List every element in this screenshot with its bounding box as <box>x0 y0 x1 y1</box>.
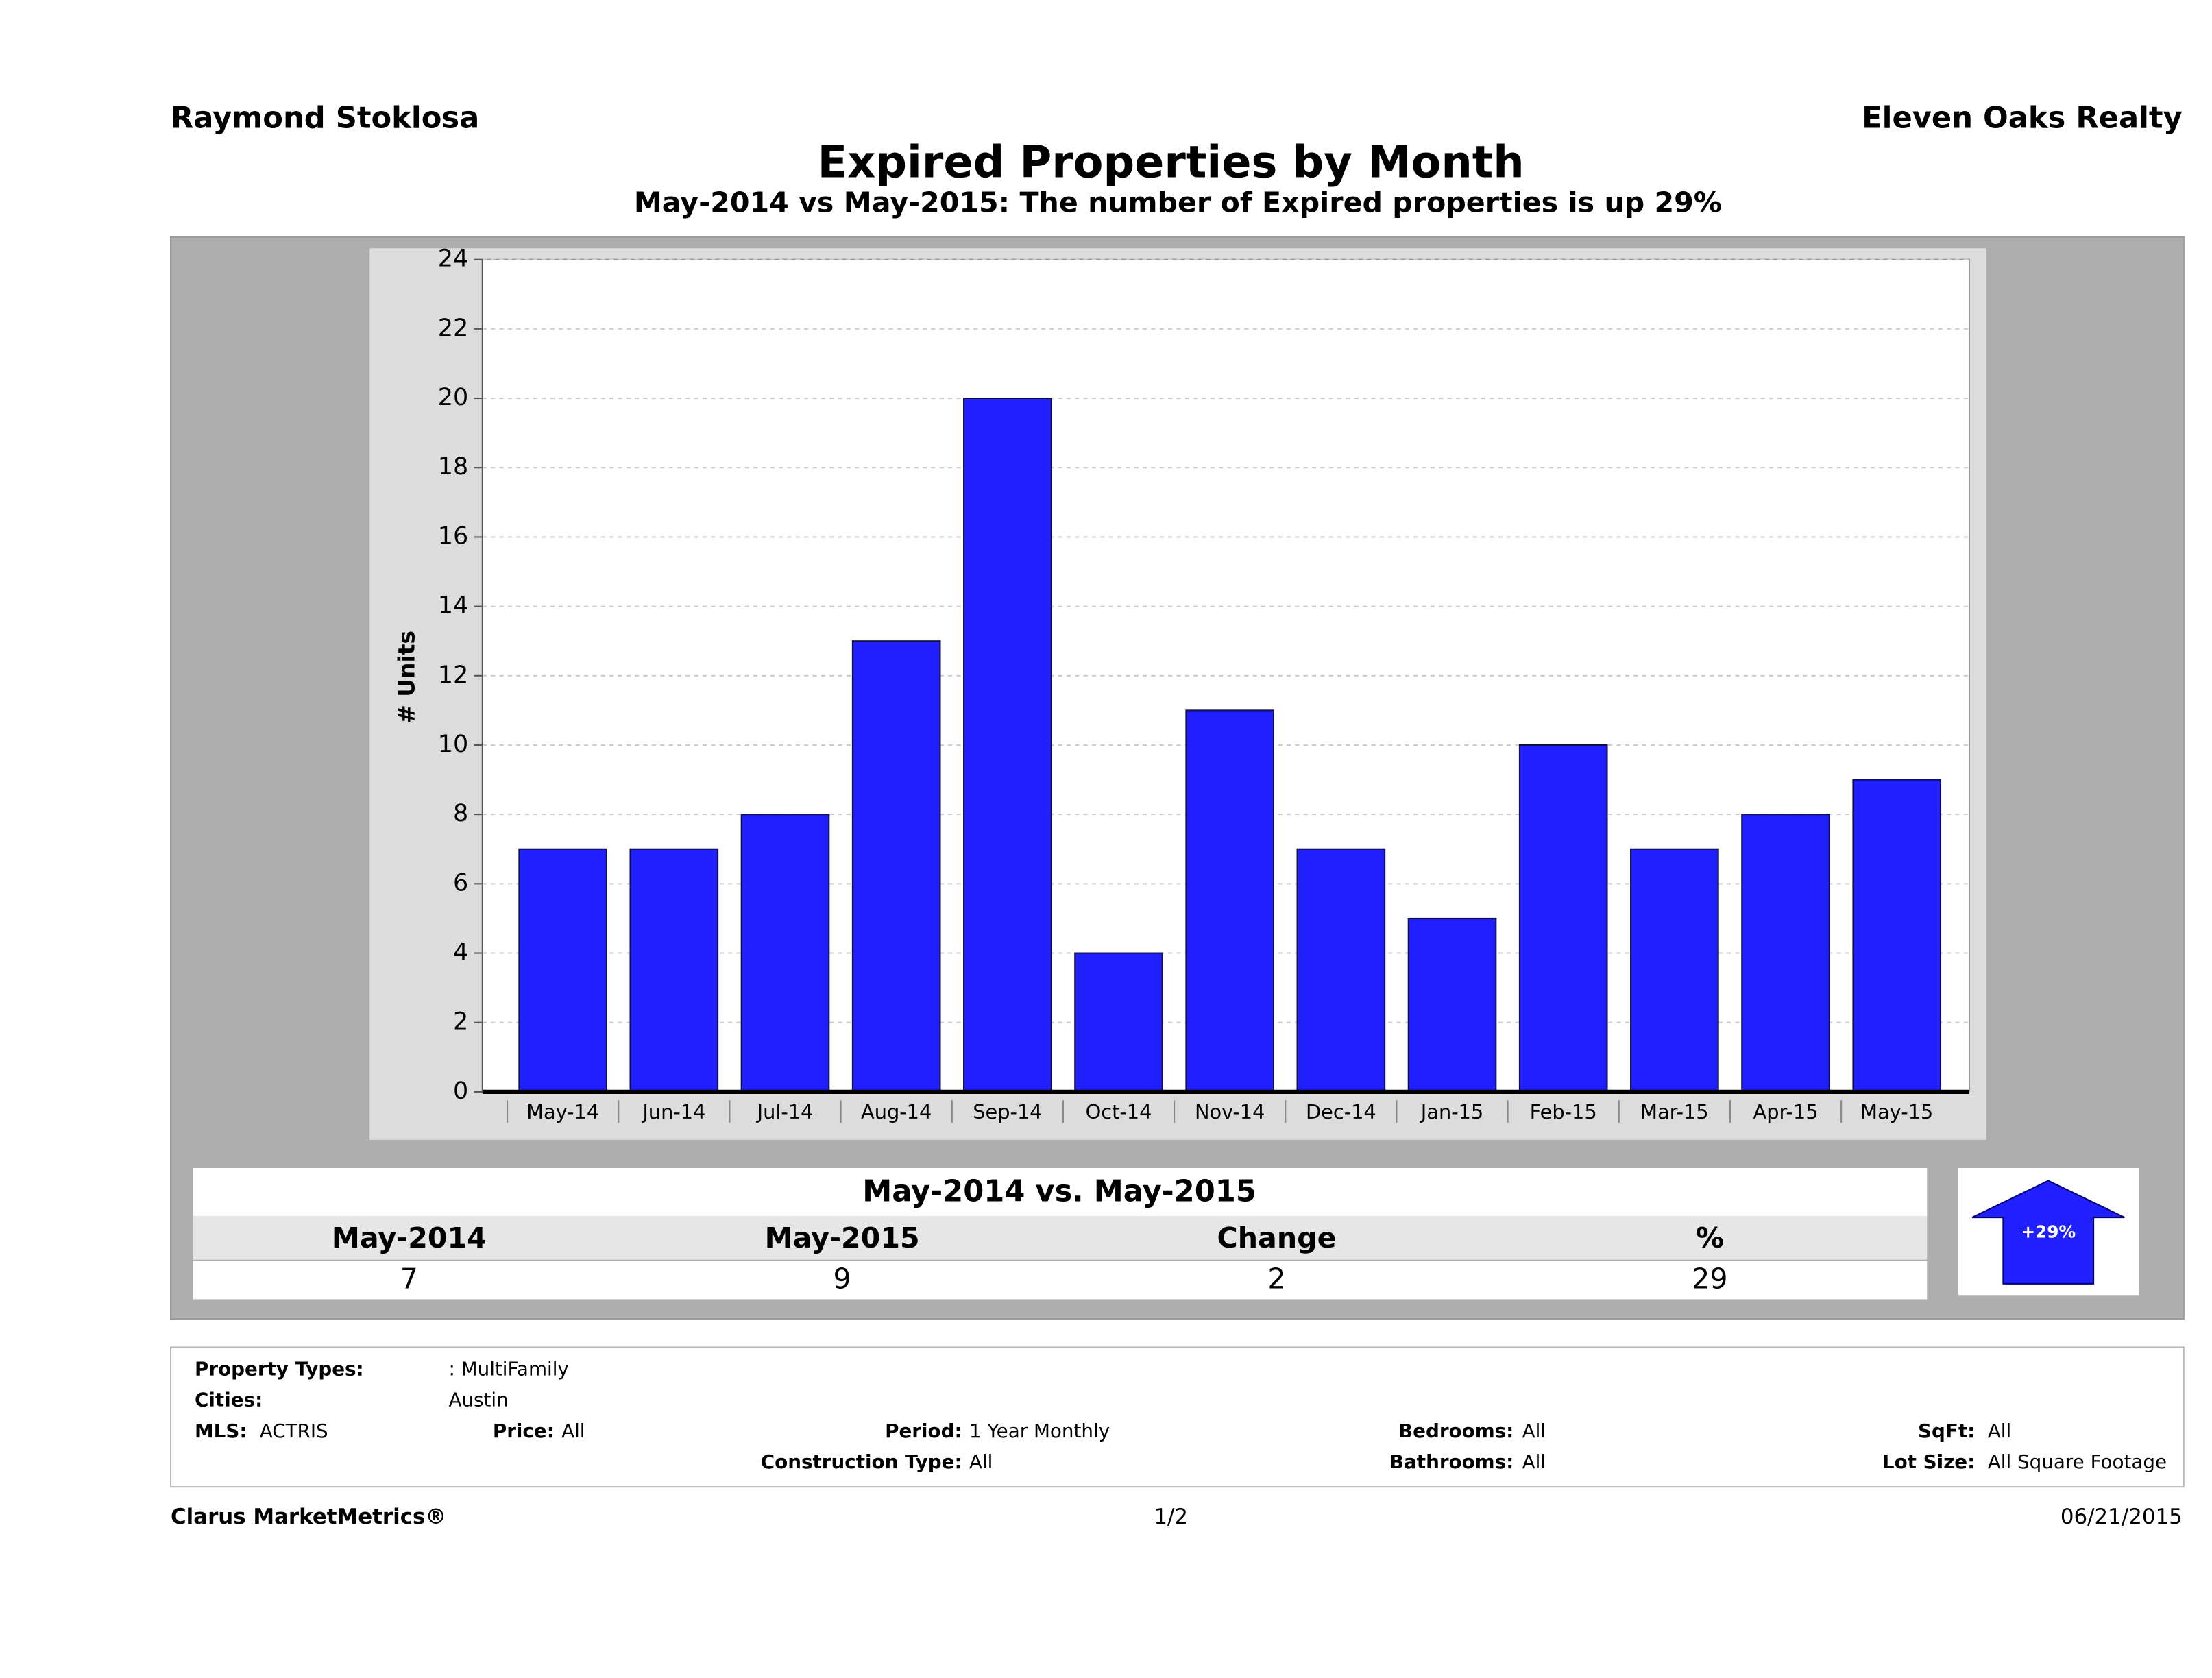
detail-value: All Square Footage <box>1988 1450 2167 1473</box>
details-box <box>170 1346 2185 1488</box>
y-tick-label: 4 <box>453 939 468 966</box>
detail-label: Bedrooms: <box>1398 1420 1514 1442</box>
detail-value: 1 Year Monthly <box>969 1420 1110 1442</box>
bar <box>1296 848 1386 1093</box>
x-tick-label: Jun-14 <box>641 1100 705 1123</box>
chart-title: Expired Properties by Month <box>818 137 1524 188</box>
x-tick-label: Apr-15 <box>1753 1100 1819 1123</box>
y-tick-label: 2 <box>453 1008 468 1036</box>
x-tick-label: Dec-14 <box>1306 1100 1376 1123</box>
bar <box>1852 779 1942 1093</box>
detail-value: All <box>969 1450 993 1473</box>
comparison-title-row <box>193 1168 1928 1217</box>
bar <box>1074 952 1163 1093</box>
detail-value: : MultiFamily <box>448 1357 568 1380</box>
up-arrow <box>1971 1180 2125 1285</box>
comparison-value: 2 <box>1267 1263 1285 1296</box>
report-date: 06/21/2015 <box>2061 1505 2183 1529</box>
comparison-header: May-2014 <box>332 1221 487 1254</box>
x-tick-label: Oct-14 <box>1086 1100 1152 1123</box>
y-tick-label: 18 <box>438 453 469 481</box>
y-tick-label: 22 <box>438 315 469 342</box>
bar <box>629 848 719 1093</box>
y-tick-label: 0 <box>453 1078 468 1105</box>
x-tick-label: Jan-15 <box>1420 1100 1483 1123</box>
x-tick-label: Aug-14 <box>861 1100 932 1123</box>
x-tick-label: May-14 <box>526 1100 599 1123</box>
x-tick-label: Nov-14 <box>1195 1100 1265 1123</box>
x-tick-label: May-15 <box>1860 1100 1933 1123</box>
bar <box>1518 744 1608 1093</box>
y-tick-label: 10 <box>438 731 469 758</box>
chart-subtitle: May-2014 vs May-2015: The number of Expi… <box>634 186 1722 219</box>
detail-value: All <box>1522 1420 1546 1442</box>
comparison-value: 9 <box>834 1263 851 1296</box>
y-tick-label: 16 <box>438 522 469 550</box>
detail-label: Price: <box>493 1420 555 1442</box>
detail-label: MLS: <box>195 1420 247 1442</box>
detail-label: Lot Size: <box>1882 1450 1975 1473</box>
x-tick-label: Sep-14 <box>973 1100 1042 1123</box>
detail-label: SqFt: <box>1918 1420 1975 1442</box>
comparison-value-row <box>193 1261 1928 1300</box>
agent-name: Raymond Stoklosa <box>171 101 479 135</box>
detail-label: Bathrooms: <box>1389 1450 1514 1473</box>
bar <box>1407 917 1497 1093</box>
company-name: Eleven Oaks Realty <box>1862 101 2183 135</box>
page-number: 1/2 <box>1154 1505 1188 1529</box>
x-tick-label: Feb-15 <box>1530 1100 1597 1123</box>
x-tick-label: Mar-15 <box>1640 1100 1709 1123</box>
bar <box>740 814 830 1093</box>
y-tick-label: 20 <box>438 384 469 411</box>
bar <box>851 640 941 1093</box>
bar <box>963 398 1052 1093</box>
comparison-header-row <box>193 1216 1928 1260</box>
comparison-value: 29 <box>1692 1263 1727 1296</box>
detail-label: Construction Type: <box>761 1450 962 1473</box>
comparison-header: Change <box>1217 1221 1337 1254</box>
comparison-header: May-2015 <box>765 1221 920 1254</box>
y-tick-label: 24 <box>438 245 469 273</box>
detail-label: Cities: <box>195 1389 263 1411</box>
comparison-title: May-2014 vs. May-2015 <box>862 1175 1256 1209</box>
detail-label: Period: <box>885 1420 962 1442</box>
footer-brand: Clarus MarketMetrics® <box>171 1505 446 1529</box>
detail-value: All <box>1522 1450 1546 1473</box>
comparison-value: 7 <box>400 1263 418 1296</box>
bar <box>1630 848 1719 1093</box>
x-tick-label: Jul-14 <box>756 1100 814 1123</box>
y-tick-label: 12 <box>438 661 469 689</box>
bar <box>1741 814 1830 1093</box>
comparison-header: % <box>1696 1221 1724 1254</box>
detail-label: Property Types: <box>195 1357 364 1380</box>
detail-value: All <box>1988 1420 2011 1442</box>
detail-value: Austin <box>448 1389 508 1411</box>
badge-label: +29% <box>2021 1222 2076 1242</box>
detail-value: ACTRIS <box>260 1420 328 1442</box>
details: Property Types: : MultiFamily Cities: Austi… <box>195 1357 2167 1473</box>
detail-value: All <box>561 1420 585 1442</box>
bar <box>518 848 607 1093</box>
y-tick-label: 8 <box>453 800 468 827</box>
bar <box>1185 709 1275 1093</box>
y-tick-label: 14 <box>438 592 469 620</box>
y-axis-title: # Units <box>393 631 420 724</box>
y-tick-label: 6 <box>453 869 468 897</box>
